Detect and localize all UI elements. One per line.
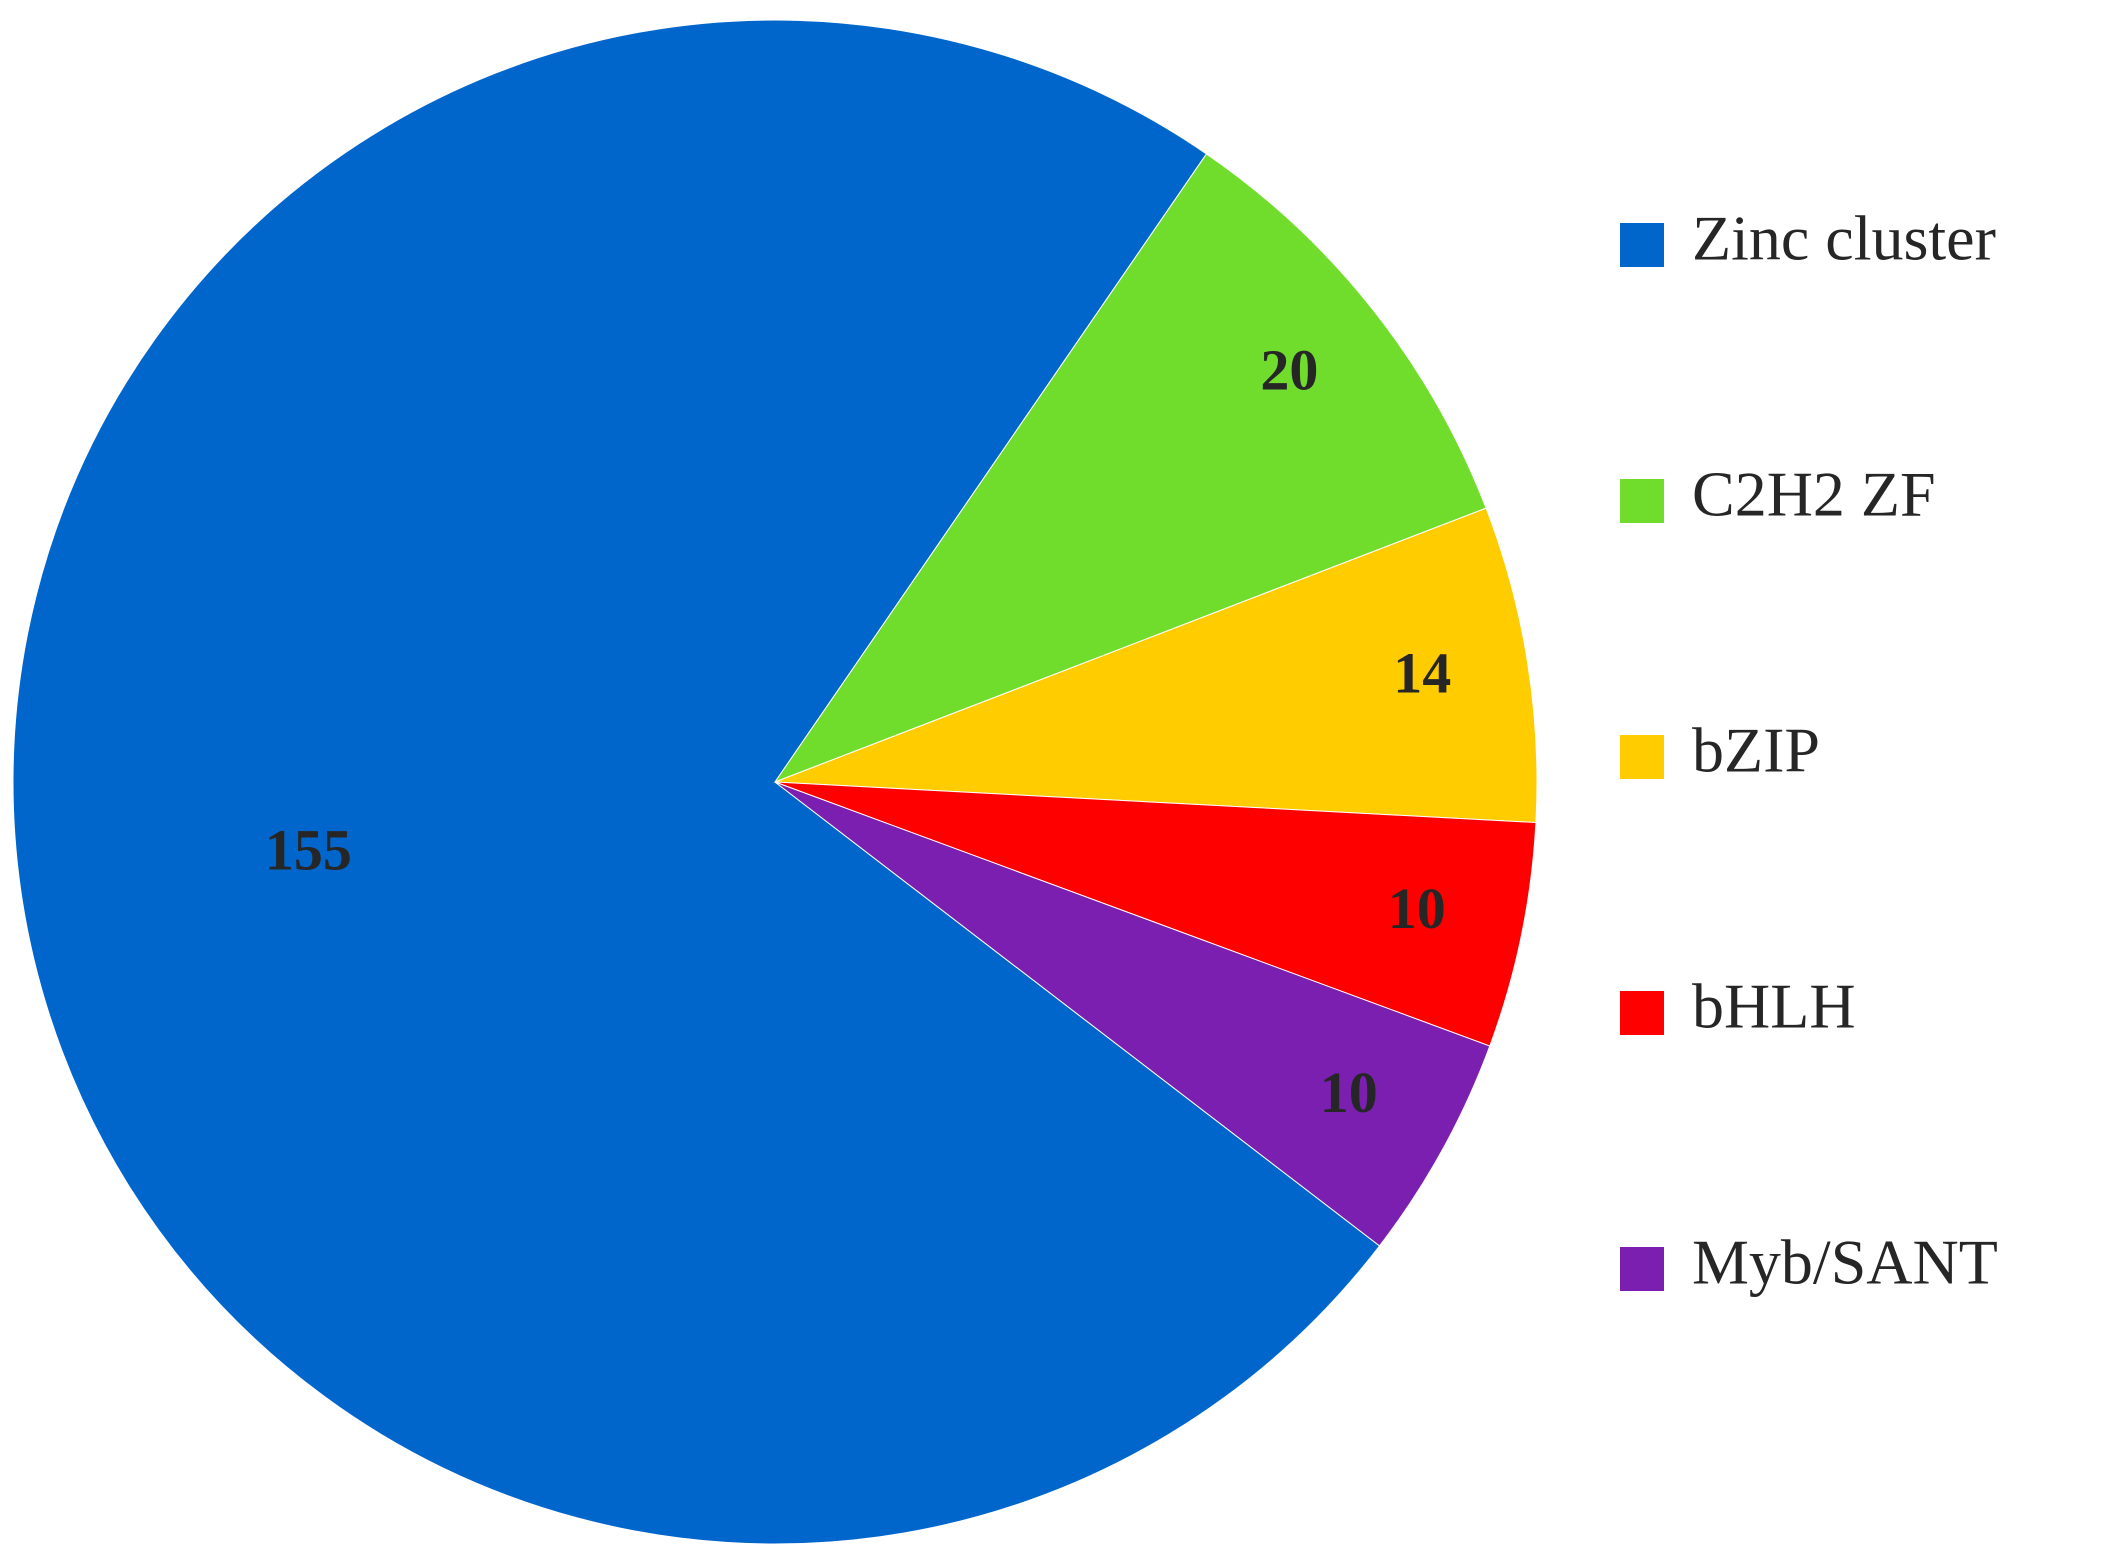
legend-label: Zinc cluster (1692, 203, 1996, 274)
data-label: 14 (1393, 641, 1451, 706)
data-label: 10 (1320, 1060, 1378, 1125)
legend-swatch (1620, 991, 1664, 1035)
legend-label: Myb/SANT (1692, 1227, 1998, 1298)
legend-swatch (1620, 223, 1664, 267)
legend-label: C2H2 ZF (1692, 459, 1936, 530)
data-label: 20 (1260, 337, 1318, 402)
data-label: 155 (265, 817, 352, 882)
pie-slice (12, 19, 1381, 1545)
legend-label: bZIP (1692, 715, 1820, 786)
pie-slice (774, 507, 1538, 824)
legend-swatch (1620, 1247, 1664, 1291)
legend-label: bHLH (1692, 971, 1856, 1042)
pie-slice (774, 781, 1537, 1047)
pie-slice (774, 781, 1491, 1247)
pie-slice (773, 153, 1487, 784)
legend-swatch (1620, 479, 1664, 523)
data-label: 10 (1388, 876, 1446, 941)
legend-swatch (1620, 735, 1664, 779)
